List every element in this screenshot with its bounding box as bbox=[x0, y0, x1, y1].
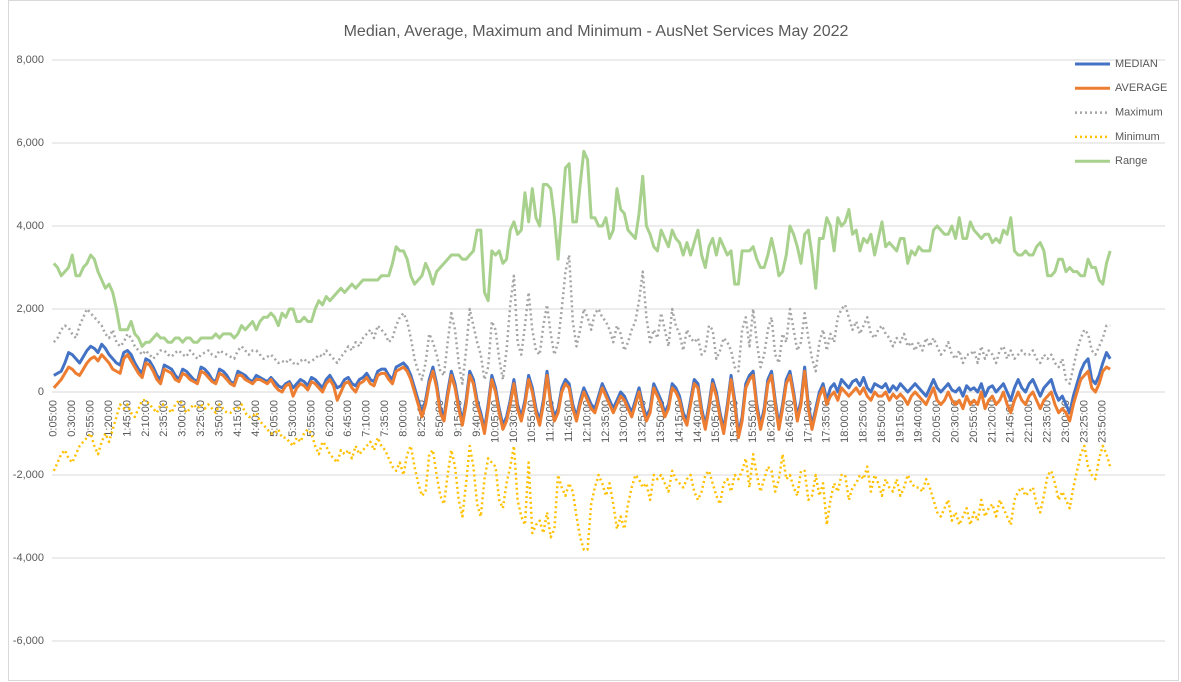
y-tick-label: 0 bbox=[38, 386, 44, 398]
x-tick-label: 7:10:00 bbox=[361, 400, 373, 437]
y-tick-label: 6,000 bbox=[16, 137, 44, 149]
x-tick-label: 12:35:00 bbox=[600, 400, 612, 443]
y-tick-label: 8,000 bbox=[16, 54, 44, 66]
x-tick-label: 18:00:00 bbox=[839, 400, 851, 443]
x-tick-label: 17:35:00 bbox=[821, 400, 833, 443]
x-tick-label: 0:30:00 bbox=[66, 400, 78, 437]
x-tick-label: 9:15:00 bbox=[453, 400, 465, 437]
y-tick-label: 4,000 bbox=[16, 220, 44, 232]
series-line bbox=[52, 149, 1112, 348]
x-tick-label: 20:30:00 bbox=[949, 400, 961, 443]
x-tick-label: 0:55:00 bbox=[85, 400, 97, 437]
x-tick-label: 16:45:00 bbox=[784, 400, 796, 443]
x-tick-label: 18:25:00 bbox=[857, 400, 869, 443]
series-line bbox=[52, 353, 1111, 440]
x-tick-label: 23:50:00 bbox=[1097, 400, 1109, 443]
x-tick-label: 8:00:00 bbox=[397, 400, 409, 437]
x-tick-label: 21:45:00 bbox=[1005, 400, 1017, 443]
x-tick-label: 12:10:00 bbox=[581, 400, 593, 443]
y-tick-label: -2,000 bbox=[13, 469, 44, 481]
x-tick-label: 3:00:00 bbox=[177, 400, 189, 437]
x-tick-label: 0:05:00 bbox=[48, 400, 60, 437]
y-tick-label: -4,000 bbox=[13, 552, 44, 564]
chart-border bbox=[8, 0, 1179, 681]
legend-label: Maximum bbox=[1115, 107, 1163, 119]
x-tick-label: 7:35:00 bbox=[379, 400, 391, 437]
y-tick-label: -6,000 bbox=[13, 635, 44, 647]
series-line bbox=[52, 253, 1111, 385]
x-tick-label: 23:25:00 bbox=[1078, 400, 1090, 443]
x-tick-label: 5:55:00 bbox=[305, 400, 317, 437]
x-tick-label: 21:20:00 bbox=[986, 400, 998, 443]
series-line bbox=[52, 399, 1112, 551]
y-tick-label: 2,000 bbox=[16, 303, 44, 315]
x-tick-label: 13:00:00 bbox=[618, 400, 630, 443]
x-tick-label: 22:35:00 bbox=[1041, 400, 1053, 443]
x-tick-label: 1:20:00 bbox=[103, 400, 115, 437]
x-tick-label: 18:50:00 bbox=[876, 400, 888, 443]
x-tick-label: 2:10:00 bbox=[140, 400, 152, 437]
legend-label: MEDIAN bbox=[1115, 58, 1158, 70]
legend-label: Minimum bbox=[1115, 131, 1160, 143]
x-tick-label: 6:45:00 bbox=[342, 400, 354, 437]
legend-label: AVERAGE bbox=[1115, 82, 1167, 94]
x-tick-label: 5:30:00 bbox=[287, 400, 299, 437]
x-tick-label: 8:50:00 bbox=[434, 400, 446, 437]
x-tick-label: 20:05:00 bbox=[931, 400, 943, 443]
legend: MEDIAN AVERAGE Maximum Minimum Range bbox=[1075, 58, 1167, 167]
chart-title: Median, Average, Maximum and Minimum - A… bbox=[344, 23, 849, 40]
x-tick-label: 19:40:00 bbox=[913, 400, 925, 443]
x-tick-label: 6:20:00 bbox=[324, 400, 336, 437]
x-tick-label: 5:05:00 bbox=[269, 400, 281, 437]
x-tick-label: 17:10:00 bbox=[802, 400, 814, 443]
x-tick-label: 20:55:00 bbox=[968, 400, 980, 443]
x-tick-label: 19:15:00 bbox=[894, 400, 906, 443]
x-tick-label: 22:10:00 bbox=[1023, 400, 1035, 443]
x-tick-label: 2:35:00 bbox=[158, 400, 170, 437]
x-tick-label: 16:20:00 bbox=[765, 400, 777, 443]
x-tick-label: 4:40:00 bbox=[250, 400, 262, 437]
legend-label: Range bbox=[1115, 155, 1147, 167]
